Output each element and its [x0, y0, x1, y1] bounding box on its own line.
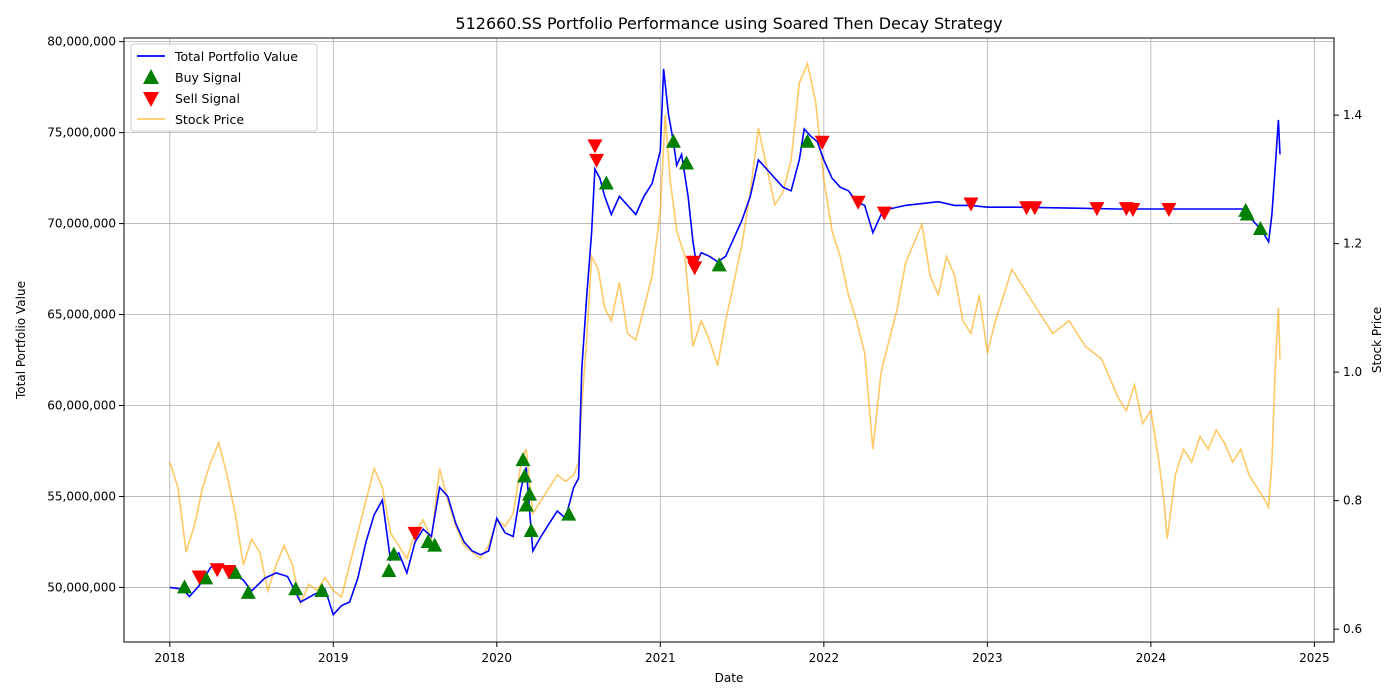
y-left-axis-label: Total Portfolio Value [14, 281, 28, 400]
x-tick-label: 2021 [645, 651, 676, 665]
y-right-tick-label: 1.2 [1343, 237, 1362, 251]
buy-signal-marker [386, 546, 402, 561]
sell-signal-marker [1161, 203, 1177, 218]
legend: Total Portfolio Value Buy Signal Sell Si… [130, 43, 318, 132]
sell-signal-marker [687, 261, 703, 276]
sell-signal-marker [1027, 201, 1043, 216]
x-tick-label: 2020 [482, 651, 513, 665]
buy-signal-marker [799, 133, 815, 148]
legend-buy-label: Buy Signal [175, 70, 241, 85]
buy-signal-marker [598, 175, 614, 190]
x-tick-label: 2022 [809, 651, 840, 665]
grid-lines [124, 38, 1334, 642]
buy-signal-marker [517, 468, 533, 483]
y-left-tick-label: 75,000,000 [47, 126, 116, 140]
buy-signal-marker [561, 506, 577, 521]
buy-signal-marker [1252, 221, 1268, 236]
buy-signal-marker [314, 583, 330, 598]
x-tick-label: 2024 [1136, 651, 1167, 665]
buy-signal-marker [523, 523, 539, 538]
buy-signal-marker [198, 570, 214, 585]
buy-signal-marker [227, 564, 243, 579]
x-axis-label: Date [715, 671, 744, 685]
buy-signal-marker [177, 579, 192, 594]
legend-portfolio-label: Total Portfolio Value [174, 49, 298, 64]
y-right-axis-label: Stock Price [1370, 307, 1384, 373]
legend-box [130, 43, 318, 132]
x-axis-ticks: 2018 2019 2020 2021 2022 2023 2024 2025 [155, 642, 1330, 665]
legend-sell-swatch [143, 92, 159, 107]
legend-price-label: Stock Price [175, 112, 244, 127]
y-left-tick-label: 50,000,000 [47, 580, 116, 594]
sell-signal-marker [1125, 203, 1141, 218]
x-tick-label: 2025 [1299, 651, 1330, 665]
chart-title: 512660.SS Portfolio Performance using So… [455, 14, 1002, 33]
sell-signal-marker [876, 206, 892, 221]
buy-signal-marker [240, 584, 256, 599]
y-right-tick-label: 1.4 [1343, 108, 1362, 122]
sell-signal-marker [191, 570, 207, 585]
buy-signal-marker [1239, 206, 1255, 221]
buy-signal-marker [515, 452, 531, 467]
buy-signal-marker [522, 486, 538, 501]
legend-buy-swatch [143, 69, 159, 84]
signal-markers [177, 133, 1268, 599]
buy-signal-marker [678, 155, 694, 170]
sell-signal-marker [814, 135, 830, 150]
y-left-axis-ticks: 50,000,000 55,000,000 60,000,000 65,000,000… [47, 35, 124, 594]
x-tick-label: 2019 [318, 651, 349, 665]
legend-sell-label: Sell Signal [175, 91, 240, 106]
y-right-tick-label: 0.8 [1343, 494, 1362, 508]
portfolio-layer [169, 68, 1281, 617]
y-right-axis-ticks: 0.6 0.8 1.0 1.2 1.4 [1334, 108, 1362, 636]
y-right-tick-label: 1.0 [1343, 365, 1362, 379]
y-left-tick-label: 60,000,000 [47, 398, 116, 412]
buy-signal-marker [665, 133, 681, 148]
sell-signal-marker [1089, 202, 1105, 217]
sell-signal-marker [850, 195, 866, 210]
buy-signal-marker [711, 257, 727, 272]
x-tick-label: 2023 [972, 651, 1003, 665]
sell-signal-marker [589, 153, 605, 168]
stock-price-line [169, 61, 1281, 607]
y-left-tick-label: 55,000,000 [47, 489, 116, 503]
plot-frame [123, 37, 1335, 643]
buy-signal-marker [288, 581, 304, 596]
portfolio-value-line [169, 68, 1281, 617]
sell-signal-marker [963, 197, 979, 212]
y-left-tick-label: 65,000,000 [47, 308, 116, 322]
y-left-tick-label: 80,000,000 [47, 35, 116, 49]
y-right-tick-label: 0.6 [1343, 622, 1362, 636]
sell-signal-marker [221, 565, 237, 580]
sell-signal-marker [407, 526, 423, 541]
stock-price-layer [169, 61, 1281, 607]
x-tick-label: 2018 [155, 651, 186, 665]
buy-signal-marker [381, 563, 397, 578]
sell-signal-marker [209, 563, 225, 578]
buy-signal-marker [518, 497, 534, 512]
y-left-tick-label: 70,000,000 [47, 217, 116, 231]
buy-signal-marker [427, 537, 443, 552]
sell-signal-marker [587, 139, 603, 154]
